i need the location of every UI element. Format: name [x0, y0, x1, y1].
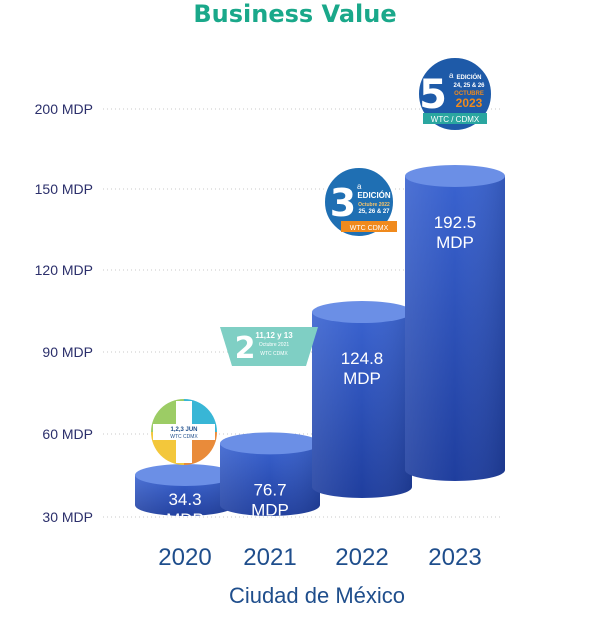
data-label-value: 34.3	[168, 490, 201, 509]
badge-2021-logo: 2 11,12 y 13 Octubre 2021 WTC CDMX	[220, 327, 318, 366]
x-tick-label: 2020	[158, 544, 211, 571]
badge-sup: a	[449, 71, 454, 80]
y-tick-label: 200 MDP	[35, 101, 93, 117]
bar-shading	[220, 443, 320, 516]
data-label-value: 124.8	[341, 349, 384, 368]
bar-shading	[312, 312, 412, 498]
data-label-unit: MDP	[343, 369, 381, 388]
bar-shading	[405, 176, 505, 481]
badge-ribbon	[341, 221, 397, 232]
data-label-unit: MDP	[436, 233, 474, 252]
badge-text: 1,2,3 JUN	[170, 427, 197, 433]
badge-text: WTC CDMX	[170, 434, 198, 440]
badge-quadrant	[184, 432, 217, 465]
badge-quadrant	[151, 399, 184, 432]
badge-ribbon-text: WTC / CDMX	[431, 115, 480, 124]
y-axis-ticks: 30 MDP 60 MDP 90 MDP 120 MDP 150 MDP 200 MDP	[35, 101, 93, 525]
bar-top	[135, 464, 235, 486]
badge-text: EDICIÓN	[357, 191, 391, 200]
bar-top	[220, 432, 320, 455]
badge-text: 2023	[456, 96, 483, 110]
data-label-value: 76.7	[253, 480, 286, 499]
badge-number: 2	[235, 331, 256, 366]
data-label-unit: MDP	[166, 510, 204, 529]
y-tick-label: 120 MDP	[35, 262, 93, 278]
data-label-unit: MDP	[251, 500, 289, 519]
x-tick-label: 2021	[243, 544, 296, 571]
badge-number: 3	[330, 181, 356, 225]
badge-text: EDICIÓN	[456, 73, 481, 81]
badge-text: 25, 26 & 27	[358, 209, 390, 215]
y-tick-label: 150 MDP	[35, 181, 93, 197]
bar-top	[312, 301, 412, 324]
badge-cross	[153, 424, 215, 440]
x-tick-label: 2023	[428, 544, 481, 571]
badge-text: 11,12 y 13	[255, 331, 293, 340]
badge-circle	[417, 56, 493, 132]
badge-text: 24, 25 & 26	[453, 83, 485, 89]
data-label-value: 192.5	[434, 213, 477, 232]
badge-ribbon	[423, 113, 487, 124]
bar-top	[405, 165, 505, 187]
badge-text: Octubre 2022	[358, 202, 390, 208]
x-axis-ticks: 2020 2021 2022 2023	[158, 544, 481, 571]
badge-sup: a	[357, 182, 362, 191]
bar-shading	[135, 475, 235, 516]
badge-text: Octubre 2021	[259, 342, 290, 348]
badge-quadrant	[184, 399, 217, 432]
x-tick-label: 2022	[335, 544, 388, 571]
badge-quadrant	[151, 432, 184, 465]
y-tick-label: 90 MDP	[42, 344, 93, 360]
badge-banner	[220, 327, 318, 366]
badge-text: OCTUBRE	[454, 91, 484, 97]
badge-circle	[323, 166, 395, 238]
y-tick-label: 60 MDP	[42, 426, 93, 442]
y-tick-label: 30 MDP	[42, 509, 93, 525]
chart-title: Business Value	[193, 0, 396, 28]
badge-number: 5	[419, 72, 447, 118]
badge-text: WTC CDMX	[260, 351, 288, 357]
x-axis-label: Ciudad de México	[229, 583, 405, 608]
badge-ribbon-text: WTC CDMX	[350, 225, 389, 232]
